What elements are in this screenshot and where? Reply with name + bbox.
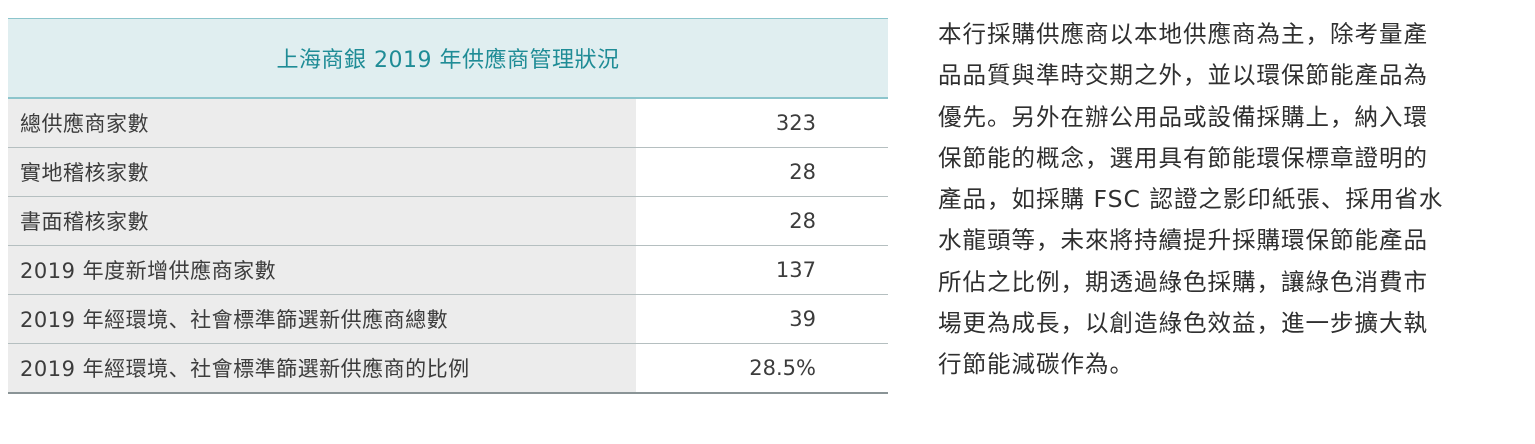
table-title: 上海商銀 2019 年供應商管理狀況 bbox=[8, 18, 888, 99]
paragraph-line: 水龍頭等，未來將持續提升採購環保節能產品 bbox=[938, 226, 1428, 255]
table-row: 實地稽核家數 28 bbox=[8, 148, 888, 197]
row-label: 書面稽核家數 bbox=[8, 197, 636, 245]
table-row: 2019 年經環境、社會標準篩選新供應商的比例 28.5% bbox=[8, 344, 888, 394]
row-label: 2019 年經環境、社會標準篩選新供應商總數 bbox=[8, 295, 636, 343]
table-row: 書面稽核家數 28 bbox=[8, 197, 888, 246]
paragraph-line: 產品，如採購 FSC 認證之影印紙張、採用省水 bbox=[938, 185, 1444, 214]
row-value: 28.5% bbox=[636, 344, 888, 392]
paragraph-line: 保節能的概念，選用具有節能環保標章證明的 bbox=[938, 143, 1428, 172]
row-value: 323 bbox=[636, 99, 888, 147]
paragraph-line: 優先。另外在辦公用品或設備採購上，納入環 bbox=[938, 102, 1428, 131]
paragraph-line: 所佔之比例，期透過綠色採購，讓綠色消費市 bbox=[938, 267, 1428, 296]
row-value: 39 bbox=[636, 295, 888, 343]
table-row: 2019 年度新增供應商家數 137 bbox=[8, 246, 888, 295]
row-value: 28 bbox=[636, 148, 888, 196]
table-row: 總供應商家數 323 bbox=[8, 99, 888, 148]
paragraph-line: 場更為成長，以創造綠色效益，進一步擴大執 bbox=[938, 309, 1428, 338]
paragraph-line: 本行採購供應商以本地供應商為主，除考量產 bbox=[938, 20, 1428, 48]
paragraph-line: 品品質與準時交期之外，並以環保節能產品為 bbox=[938, 61, 1428, 90]
paragraph-line: 行節能減碳作為。 bbox=[938, 350, 1134, 379]
row-label: 總供應商家數 bbox=[8, 99, 636, 147]
row-value: 137 bbox=[636, 246, 888, 294]
row-label: 實地稽核家數 bbox=[8, 148, 636, 196]
green-procurement-paragraph: 本行採購供應商以本地供應商為主，除考量產 品品質與準時交期之外，並以環保節能產品… bbox=[938, 14, 1528, 386]
table-row: 2019 年經環境、社會標準篩選新供應商總數 39 bbox=[8, 295, 888, 344]
row-label: 2019 年經環境、社會標準篩選新供應商的比例 bbox=[8, 344, 636, 392]
row-value: 28 bbox=[636, 197, 888, 245]
supplier-management-table: 上海商銀 2019 年供應商管理狀況 總供應商家數 323 實地稽核家數 28 … bbox=[8, 18, 888, 394]
row-label: 2019 年度新增供應商家數 bbox=[8, 246, 636, 294]
